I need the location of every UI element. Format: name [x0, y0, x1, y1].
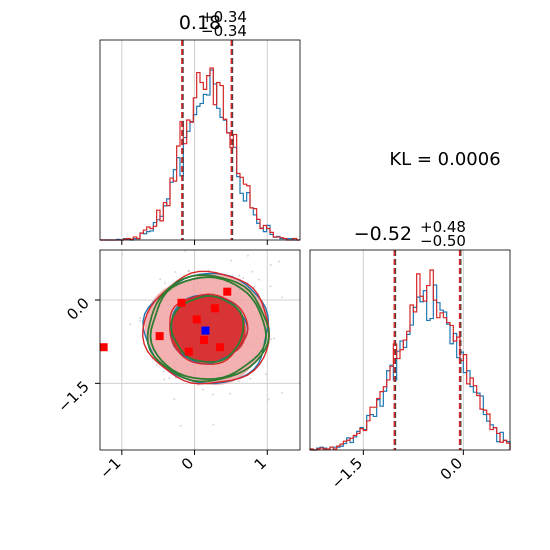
histogram-series-b [100, 69, 300, 241]
panel-frame [99, 39, 301, 241]
sample-dot [237, 380, 240, 383]
title-y-upper: +0.48 [420, 218, 466, 236]
x-tick-label: −1 [96, 454, 124, 482]
sample-dot [168, 377, 171, 380]
sample-dot [269, 264, 272, 267]
histogram-series-b [310, 284, 511, 451]
sample-dot [211, 393, 214, 396]
sample-dot [230, 259, 233, 262]
sample-marker [192, 315, 201, 324]
y-tick-label: 0.0 [63, 294, 93, 324]
sample-dot [257, 278, 260, 281]
sample-dot [242, 276, 245, 279]
contour-series-c [170, 294, 245, 364]
contour-series-c [146, 274, 270, 383]
sample-dot [174, 376, 177, 379]
sample-dot [228, 392, 231, 395]
sample-dot [269, 338, 272, 341]
sample-dot [121, 253, 124, 256]
sample-dot [253, 285, 256, 288]
sample-dot [277, 260, 280, 263]
sample-dot [129, 323, 132, 326]
sample-dot [184, 249, 187, 252]
sample-dot [139, 317, 142, 320]
joint-scatter-panel: −1 0 1 0.0 −1.5 [54, 249, 301, 482]
sample-dot [272, 337, 275, 340]
sample-dot [163, 378, 166, 381]
title-x-lower: −0.34 [201, 22, 247, 40]
sample-marker [99, 343, 108, 352]
marginal-histogram-x-panel: 0.18 +0.34 −0.34 [99, 8, 301, 245]
sample-dot [246, 254, 249, 257]
contour-series-a [141, 270, 271, 385]
sample-dot [281, 296, 284, 299]
sample-dot [264, 373, 267, 376]
marginal-histogram-y-panel: −1.5 0.0 −0.52 +0.48 −0.50 [309, 218, 511, 493]
histogram-series-a [100, 67, 300, 241]
sample-dot [202, 388, 205, 391]
panel-frame [99, 249, 301, 451]
sample-dot [174, 271, 177, 274]
sample-dot [173, 398, 176, 401]
x-tick-label: 0.0 [437, 454, 467, 484]
sample-marker [177, 298, 186, 307]
sample-dot [162, 370, 165, 373]
sample-dot [159, 278, 162, 281]
sample-dot [155, 364, 158, 367]
sample-dot [238, 274, 241, 277]
sample-marker [184, 347, 193, 356]
title-y-lower: −0.50 [420, 232, 466, 250]
x-tick-label: 1 [251, 454, 270, 473]
sample-dot [267, 398, 270, 401]
sample-marker [155, 332, 164, 341]
sample-dot [251, 270, 254, 273]
y-tick-label: −1.5 [54, 377, 92, 415]
sample-marker [216, 343, 224, 352]
sample-dot [269, 285, 272, 288]
sample-dot [163, 281, 166, 284]
title-y-value: −0.52 [354, 223, 412, 245]
histogram-series-a [309, 269, 511, 451]
sample-marker [223, 287, 232, 296]
sample-dot [281, 391, 284, 394]
panel-frame [309, 249, 511, 451]
sample-dot [187, 269, 190, 272]
title-x-upper: +0.34 [201, 8, 247, 26]
x-tick-label: 0 [178, 454, 197, 473]
kl-annotation: KL = 0.0006 [389, 149, 500, 170]
sample-dot [212, 423, 215, 426]
contour-series-c [149, 276, 268, 381]
sample-dot [249, 377, 252, 380]
panel-title-x: 0.18 [179, 12, 221, 34]
sample-dot [138, 319, 141, 322]
sample-marker [200, 336, 208, 344]
truth-marker [201, 326, 210, 335]
contour-series-a [169, 293, 249, 365]
sample-dot [179, 424, 182, 427]
sample-marker [210, 304, 219, 313]
x-tick-label: −1.5 [328, 454, 366, 492]
title-x-value: 0.18 [179, 12, 221, 34]
panel-title-y: −0.52 [354, 223, 412, 245]
